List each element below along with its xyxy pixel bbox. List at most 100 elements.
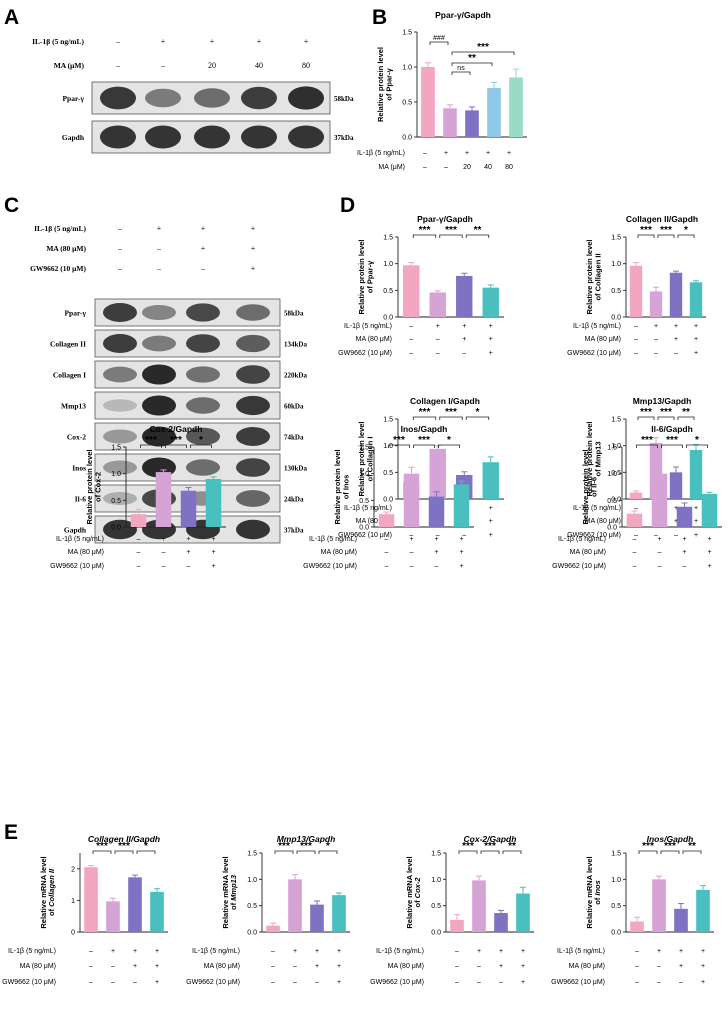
- blot-band: [241, 86, 277, 110]
- significance-bracket: [451, 51, 515, 55]
- y-tick-label: 0.5: [611, 903, 621, 910]
- treatment-row-label: IL-1β (5 ng/mL): [573, 323, 621, 330]
- treatment-row-sign: –: [385, 563, 389, 570]
- y-tick-label: 1.0: [611, 261, 621, 268]
- treatment-row-sign: –: [162, 549, 166, 556]
- bar: [630, 921, 644, 932]
- treatment-sign: –: [200, 264, 206, 273]
- y-tick-label: 0.0: [611, 930, 621, 937]
- treatment-row-sign: –: [133, 979, 137, 986]
- significance-bracket: [661, 444, 683, 448]
- chart-title: Collagen I/Gapdh: [410, 396, 480, 406]
- y-tick-label: 1.5: [383, 235, 393, 242]
- y-axis-label: Relative protein levelof Collagen II: [585, 239, 603, 314]
- y-axis-label: Relative protein levelof Collagen I: [357, 421, 375, 496]
- y-axis-label-gene-line: of Inos: [593, 880, 602, 905]
- significance-bracket: [439, 416, 463, 420]
- y-tick-label: 1.0: [383, 261, 393, 268]
- bar: [421, 67, 435, 137]
- significance-bracket: [190, 444, 212, 448]
- chart-e1: Collagen II/Gapdh 0 1 2 Relative mRNA level o…: [2, 834, 168, 986]
- y-axis-label-line: of Collagen I: [366, 437, 375, 482]
- treatment-sign: +: [251, 224, 256, 233]
- y-axis-label-line: Relative protein level: [333, 449, 342, 524]
- significance-bracket: [660, 850, 680, 854]
- bar: [150, 891, 164, 932]
- significance-label: ***: [419, 225, 431, 236]
- treatment-row-sign: +: [674, 323, 678, 330]
- significance-bracket: [451, 71, 471, 75]
- treatment-row-sign: +: [133, 963, 137, 970]
- y-axis-label-gene: Inos: [593, 880, 602, 895]
- chart-e2: Mmp13/Gapdh 0.0 0.5 1.0 1.5 Relative mRNA lev…: [186, 834, 350, 986]
- significance-bracket: [458, 850, 478, 854]
- significance-label: ***: [462, 841, 474, 852]
- treatment-row-sign: +: [707, 549, 711, 556]
- significance-bracket: [136, 850, 156, 854]
- treatment-row-sign: +: [155, 948, 159, 955]
- blot-band: [142, 395, 176, 416]
- treatment-sign: +: [210, 37, 215, 46]
- treatment-row-sign: +: [459, 563, 463, 570]
- blot-band: [186, 397, 220, 414]
- treatment-row-label: IL-1β (5 ng/mL): [357, 150, 405, 157]
- treatment-sign: +: [251, 264, 256, 273]
- blot-band: [145, 88, 181, 108]
- blot-label: Il-6: [75, 495, 87, 504]
- y-tick-label: 1.5: [402, 30, 412, 37]
- significance-bracket: [274, 850, 294, 854]
- kda-label: 60kDa: [284, 403, 304, 411]
- chart-d1: Ppar-γ/Gapdh 0.0 0.5 1.0 1.5 Relative protein…: [338, 214, 504, 357]
- treatment-row-sign: –: [635, 948, 639, 955]
- treatment-row-sign: –: [634, 336, 638, 343]
- chart-d2: Collagen II/Gapdh 0.0 0.5 1.0 1.5 Relative pr…: [567, 214, 706, 357]
- treatment-row-sign: –: [111, 963, 115, 970]
- significance-bracket: [318, 850, 338, 854]
- significance-bracket: [637, 416, 655, 420]
- y-tick-label: 1.0: [402, 65, 412, 72]
- significance-bracket: [677, 234, 695, 238]
- bar: [180, 490, 197, 527]
- significance-label: **: [468, 53, 476, 64]
- y-axis-label-gene: Mmp13: [229, 874, 238, 901]
- treatment-row-sign: +: [707, 563, 711, 570]
- treatment-label: IL-1β (5 ng/mL): [32, 37, 84, 46]
- y-axis-label-line: of Mmp13: [594, 441, 603, 476]
- chart-title: Collagen II/Gapdh: [626, 214, 698, 224]
- bar: [674, 908, 688, 932]
- y-axis-label: Relative mRNA level: [405, 856, 414, 928]
- significance-bracket: [636, 444, 658, 448]
- treatment-row-sign: +: [477, 948, 481, 955]
- treatment-label: MA (μM): [54, 61, 85, 70]
- y-axis-label-line: of Inos: [342, 475, 351, 500]
- y-tick-label: 0.5: [611, 470, 621, 477]
- blot-band: [236, 334, 270, 353]
- treatment-row-sign: –: [477, 963, 481, 970]
- treatment-row-sign: +: [701, 963, 705, 970]
- y-tick-label: 0.0: [383, 315, 393, 322]
- treatment-sign: –: [115, 61, 121, 70]
- blot-band: [100, 125, 136, 149]
- significance-bracket: [438, 444, 460, 448]
- treatment-row-sign: –: [444, 164, 448, 171]
- treatment-row-sign: +: [337, 979, 341, 986]
- treatment-row-sign: +: [337, 948, 341, 955]
- significance-label: ***: [640, 225, 652, 236]
- significance-label: *: [326, 841, 330, 852]
- treatment-row-label: GW9662 (10 μM): [338, 350, 392, 357]
- treatment-row-sign: –: [293, 963, 297, 970]
- significance-label: ***: [419, 407, 431, 418]
- treatment-row-sign: –: [137, 549, 141, 556]
- y-tick-label: 0.0: [383, 497, 393, 504]
- treatment-row-label: MA (80 μM): [20, 963, 56, 970]
- blot-band: [142, 304, 176, 321]
- treatment-row-sign: +: [486, 150, 490, 157]
- y-tick-label: 0.0: [611, 497, 621, 504]
- treatment-row-sign: –: [657, 979, 661, 986]
- y-axis-label: Relative protein levelof Ppar-γ: [376, 47, 394, 122]
- y-axis-label-of: of: [47, 907, 56, 916]
- significance-label: *: [684, 225, 688, 236]
- significance-bracket: [480, 850, 500, 854]
- significance-label: ***: [300, 841, 312, 852]
- treatment-row-sign: –: [271, 963, 275, 970]
